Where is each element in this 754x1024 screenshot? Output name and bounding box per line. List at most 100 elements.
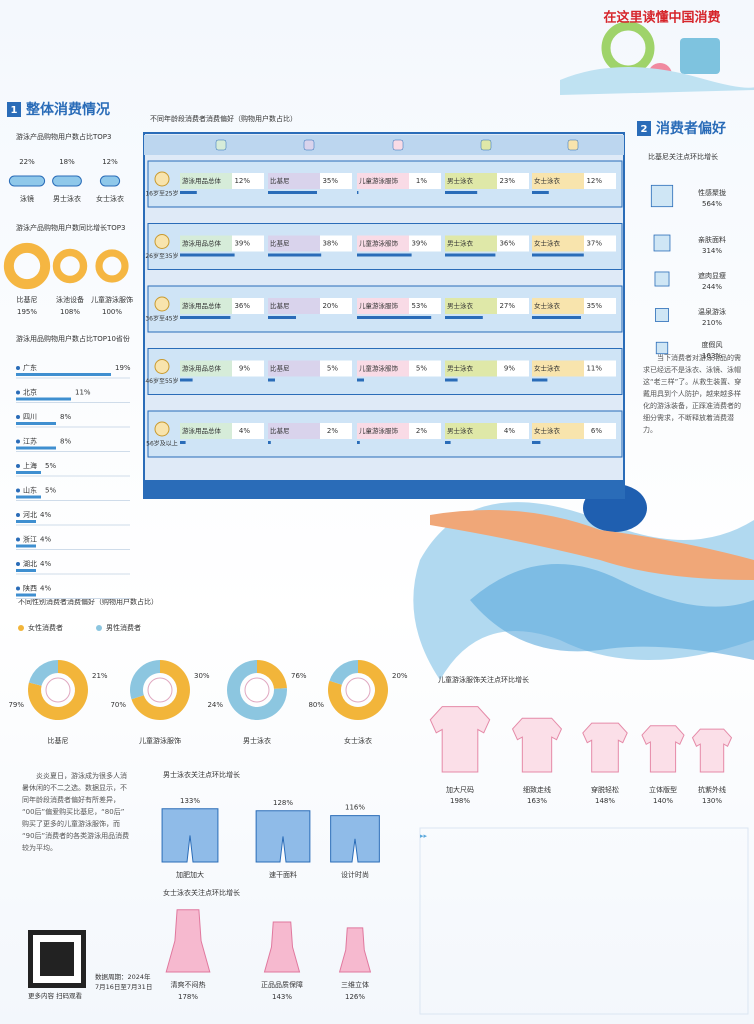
value-label: 163% — [702, 352, 722, 360]
value-label: 1% — [416, 177, 427, 185]
share-bar — [268, 378, 275, 382]
donut-male — [329, 660, 358, 685]
category-label: 游泳用品总体 — [182, 239, 222, 248]
value-label: 143% — [272, 993, 292, 1001]
item-name: 设计时尚 — [341, 870, 369, 879]
value-label: 126% — [345, 993, 365, 1001]
subtitle: 游泳产品购物用户数占比TOP3 — [16, 132, 111, 141]
province-name: 浙江 — [23, 535, 37, 544]
item-name: 比基尼 — [48, 736, 69, 745]
item-name: 亲肤面料 — [698, 235, 726, 244]
value-label: 4% — [40, 511, 51, 519]
subtitle: 游泳用品购物用户数占比TOP10省份 — [16, 334, 130, 343]
category-label: 儿童游泳服饰 — [359, 176, 399, 185]
category-label: 比基尼 — [270, 301, 290, 310]
value-label: 195% — [17, 308, 37, 316]
cell-tag — [180, 423, 232, 439]
donut-center — [345, 677, 371, 703]
province-bar — [16, 373, 111, 376]
onesie — [641, 725, 685, 773]
onesie — [691, 728, 733, 773]
donut-center — [244, 677, 270, 703]
value-label: 116% — [345, 804, 365, 812]
item-name: 清爽不闷热 — [171, 980, 206, 989]
header-icon — [480, 139, 492, 151]
age-label: 26岁至35岁 — [145, 252, 178, 260]
value-label: 163% — [527, 797, 547, 805]
value-label: 4% — [504, 427, 515, 435]
section-badge — [7, 102, 21, 117]
category-label: 男士泳衣 — [447, 239, 474, 248]
legend-label: 男性消费者 — [106, 623, 141, 632]
value-label: 21% — [92, 672, 108, 680]
legend-dot — [18, 625, 24, 631]
value-label: 8% — [60, 413, 71, 421]
legend-label: 女性消费者 — [28, 623, 63, 632]
province-name: 山东 — [23, 486, 37, 495]
value-label: 20% — [392, 672, 408, 680]
value-label: 100% — [102, 308, 122, 316]
share-bar — [357, 441, 360, 444]
item-name: 加大尺码 — [446, 785, 474, 794]
age-icon — [154, 359, 170, 374]
value-label: 24% — [207, 701, 223, 709]
share-bar — [180, 441, 186, 444]
bullet — [16, 464, 20, 468]
subtitle: 不同性别消费者消费偏好（购物用户数占比） — [18, 597, 158, 606]
value-label: 19% — [115, 364, 131, 372]
cell-tag — [268, 173, 320, 189]
item-name: 儿童游泳服饰 — [139, 736, 181, 745]
category-label: 游泳用品总体 — [182, 426, 222, 435]
header-icon — [303, 139, 315, 151]
category-label: 儿童游泳服饰 — [359, 301, 399, 310]
bullet — [16, 439, 20, 444]
wave-deco — [560, 66, 754, 95]
value-label: 36% — [499, 240, 515, 248]
value-label: 4% — [40, 585, 51, 593]
share-bar — [268, 191, 317, 194]
share-bar — [357, 316, 432, 319]
value-label: 12% — [586, 177, 602, 185]
cell-tag — [180, 235, 232, 252]
ring — [52, 248, 88, 284]
subtitle: 不同年龄段消费者消费偏好（购物用户数占比） — [150, 114, 297, 123]
share-bar — [268, 441, 271, 444]
value-label: 4% — [239, 427, 250, 435]
cell-tag — [180, 173, 232, 189]
province-name: 上海 — [23, 461, 37, 470]
value-label: 4% — [40, 560, 51, 568]
item-name: 性感聚拢 — [698, 188, 726, 197]
province-name: 陕西 — [23, 584, 37, 593]
value-label: 30% — [194, 672, 210, 680]
onesie — [582, 722, 628, 773]
bullet — [16, 366, 20, 370]
ring — [3, 242, 51, 290]
qr-core — [40, 942, 74, 976]
province-name: 广东 — [23, 363, 37, 372]
value-label: 148% — [595, 797, 615, 805]
value-label: 37% — [586, 240, 602, 248]
donut-female — [257, 660, 287, 689]
cell-tag — [357, 173, 409, 189]
cell-tag — [357, 360, 409, 377]
cell-tag — [268, 360, 320, 377]
item-name: 比基尼 — [17, 295, 38, 304]
value-label: 5% — [45, 462, 56, 470]
frame — [419, 827, 749, 1015]
value-label: 210% — [702, 319, 722, 327]
item-name: 立体版型 — [649, 785, 677, 794]
ladder-icon — [650, 184, 674, 208]
cell-tag — [532, 360, 584, 377]
bullet — [16, 390, 20, 395]
value-label: 22% — [19, 158, 35, 166]
category-label: 儿童游泳服饰 — [359, 364, 399, 373]
province-bar — [16, 593, 36, 597]
cell-tag — [445, 173, 497, 189]
cell-tag — [445, 298, 497, 314]
dress — [338, 927, 372, 973]
value-label: 5% — [45, 487, 56, 495]
value-label: 36% — [234, 302, 250, 310]
value-label: 79% — [8, 701, 24, 709]
section-badge — [637, 121, 651, 136]
goggles — [52, 175, 82, 187]
